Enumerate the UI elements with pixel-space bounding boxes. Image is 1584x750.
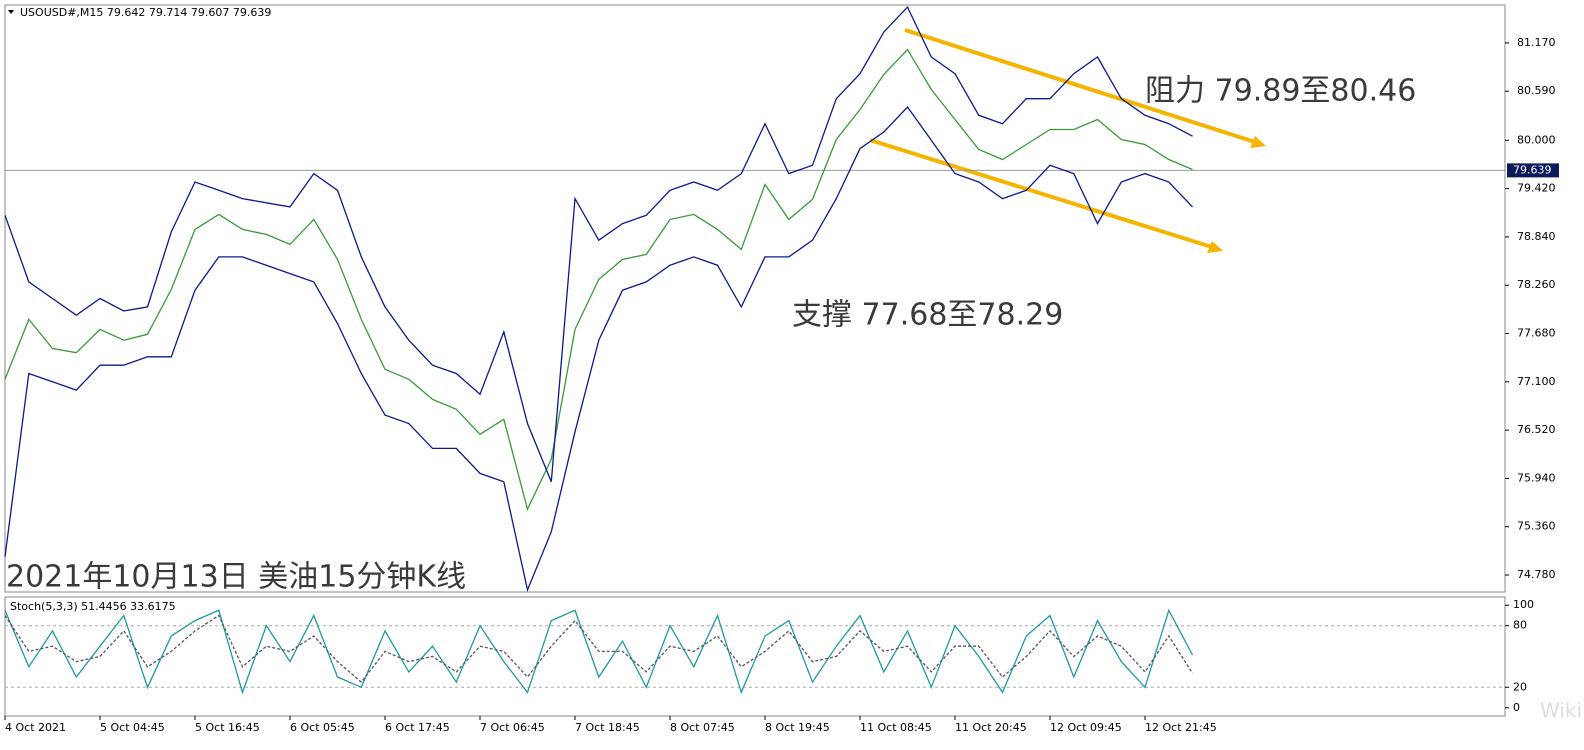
y-tick-label: 78.260 xyxy=(1517,278,1556,291)
x-tick-label: 8 Oct 07:45 xyxy=(670,721,735,734)
last-price-box xyxy=(1507,163,1559,178)
x-tick-label: 11 Oct 08:45 xyxy=(860,721,932,734)
x-tick-label: 6 Oct 17:45 xyxy=(385,721,450,734)
y-tick-label: 74.780 xyxy=(1517,568,1556,581)
y-tick-label: 20 xyxy=(1513,680,1527,693)
main-panel xyxy=(4,4,1506,593)
stoch-title: Stoch(5,3,3) 51.4456 33.6175 xyxy=(10,600,176,613)
y-tick-label: 75.360 xyxy=(1517,520,1556,533)
x-tick-label: 11 Oct 20:45 xyxy=(955,721,1027,734)
arrow-head xyxy=(1207,241,1223,253)
support-channel xyxy=(869,138,1216,250)
x-tick-label: 12 Oct 21:45 xyxy=(1145,721,1217,734)
x-tick-label: 8 Oct 19:45 xyxy=(765,721,830,734)
stoch-line xyxy=(4,608,1194,695)
x-tick-label: 4 Oct 2021 xyxy=(5,721,66,734)
x-tick-label: 5 Oct 04:45 xyxy=(100,721,165,734)
series-line xyxy=(4,105,1193,593)
y-tick-label: 80 xyxy=(1513,619,1527,632)
arrow-head xyxy=(1250,136,1266,148)
stoch-panel xyxy=(4,596,1506,717)
x-tick-label: 6 Oct 05:45 xyxy=(290,721,355,734)
y-tick-label: 77.100 xyxy=(1517,375,1556,388)
y-tick-label: 80.590 xyxy=(1517,84,1556,97)
y-tick-label: 79.420 xyxy=(1517,182,1556,195)
watermark: WikiFX xyxy=(1540,699,1584,723)
y-tick-label: 81.170 xyxy=(1517,36,1556,49)
y-tick-label: 75.940 xyxy=(1517,471,1556,484)
y-tick-label: 80.000 xyxy=(1517,133,1556,146)
stoch-line xyxy=(4,614,1194,684)
y-tick-label: 76.520 xyxy=(1517,423,1556,436)
series-line xyxy=(4,48,1193,512)
y-tick-label: 0 xyxy=(1513,701,1520,714)
y-tick-label: 78.840 xyxy=(1517,230,1556,243)
x-tick-label: 12 Oct 09:45 xyxy=(1050,721,1122,734)
x-tick-label: 5 Oct 16:45 xyxy=(195,721,260,734)
chart-title: 2021年10月13日 美油15分钟K线 xyxy=(6,560,466,595)
series-line xyxy=(4,5,1193,482)
x-tick-label: 7 Oct 06:45 xyxy=(480,721,545,734)
y-tick-label: 77.680 xyxy=(1517,327,1556,340)
x-tick-label: 7 Oct 18:45 xyxy=(575,721,640,734)
collapse-icon[interactable] xyxy=(8,10,14,14)
y-tick-label: 100 xyxy=(1513,598,1534,611)
resistance-note: 阻力 79.89至80.46 xyxy=(1145,74,1416,109)
support-note: 支撑 77.68至78.29 xyxy=(792,298,1063,333)
last-price-label: 79.639 xyxy=(1513,163,1552,176)
header: USOUSD#,M15 79.642 79.714 79.607 79.639 xyxy=(20,6,271,19)
resistance-channel xyxy=(904,28,1259,145)
